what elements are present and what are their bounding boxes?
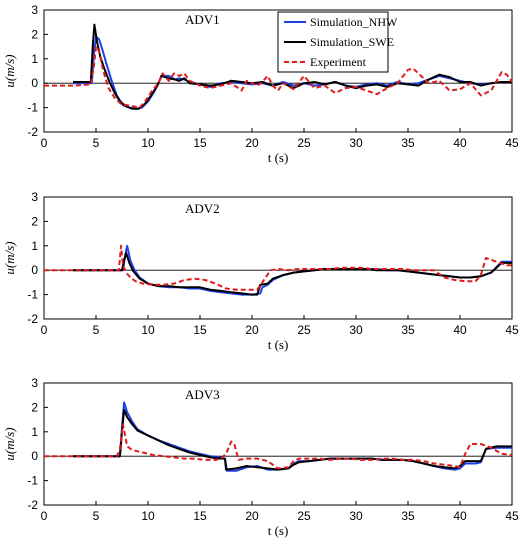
x-tick-label: 35 (401, 323, 415, 337)
x-tick-label: 25 (297, 509, 311, 523)
y-tick-label: 1 (31, 52, 38, 66)
x-tick-label: 15 (193, 323, 207, 337)
plot-area-border (43, 9, 513, 133)
x-tick-label: 45 (505, 323, 519, 337)
y-tick-label: 3 (31, 190, 38, 204)
y-tick-label: 2 (31, 27, 38, 41)
panel-title: ADV2 (185, 201, 220, 216)
x-tick-label: 10 (141, 136, 155, 150)
legend-entry: Simulation_SWE (310, 35, 394, 49)
y-tick-label: -1 (27, 474, 38, 488)
x-tick-label: 25 (297, 323, 311, 337)
x-tick-label: 35 (401, 136, 415, 150)
y-tick-label: 1 (31, 239, 38, 253)
series-line-experiment (44, 45, 513, 109)
x-axis-label: t (s) (268, 337, 289, 352)
x-tick-label: 30 (349, 136, 363, 150)
x-tick-label: 15 (193, 136, 207, 150)
x-tick-label: 5 (93, 136, 100, 150)
x-tick-label: 30 (349, 509, 363, 523)
x-tick-label: 40 (453, 323, 467, 337)
y-tick-label: 1 (31, 425, 38, 439)
y-tick-label: -1 (27, 288, 38, 302)
x-tick-label: 25 (297, 136, 311, 150)
y-tick-label: 0 (31, 263, 38, 277)
series-line-simulation-nhw (73, 401, 512, 472)
x-tick-label: 20 (245, 136, 259, 150)
y-tick-label: 0 (31, 76, 38, 90)
panel-title: ADV1 (185, 12, 220, 27)
x-axis-label: t (s) (268, 150, 289, 165)
x-tick-label: 15 (193, 509, 207, 523)
y-tick-label: -2 (27, 312, 38, 326)
y-axis-label: u(m/s) (2, 427, 17, 460)
x-tick-label: 5 (93, 323, 100, 337)
x-tick-label: 40 (453, 136, 467, 150)
x-tick-label: 0 (41, 509, 48, 523)
x-tick-label: 35 (401, 509, 415, 523)
y-tick-label: -1 (27, 101, 38, 115)
y-tick-label: 2 (31, 400, 38, 414)
legend-entry: Simulation_NHW (310, 15, 398, 29)
series-line-experiment (44, 244, 512, 291)
y-tick-label: -2 (27, 498, 38, 512)
y-tick-label: -2 (27, 125, 38, 139)
x-axis-label: t (s) (268, 523, 289, 538)
x-tick-label: 0 (41, 136, 48, 150)
y-tick-label: 3 (31, 376, 38, 390)
x-tick-label: 30 (349, 323, 363, 337)
y-tick-label: 0 (31, 449, 38, 463)
series-line-experiment (44, 423, 513, 470)
x-tick-label: 45 (505, 136, 519, 150)
x-tick-label: 20 (245, 509, 259, 523)
x-tick-label: 40 (453, 509, 467, 523)
series-line-simulation-swe (73, 23, 512, 110)
legend-entry: Experiment (310, 55, 367, 69)
x-tick-label: 0 (41, 323, 48, 337)
panel-title: ADV3 (185, 387, 220, 402)
x-tick-label: 20 (245, 323, 259, 337)
y-axis-label: u(m/s) (2, 54, 17, 87)
x-tick-label: 10 (141, 323, 155, 337)
y-tick-label: 3 (31, 3, 38, 17)
plot-area-border (43, 382, 513, 506)
x-tick-label: 5 (93, 509, 100, 523)
plot-area-border (43, 196, 513, 320)
x-tick-label: 45 (505, 509, 519, 523)
series-line-simulation-swe (73, 408, 512, 471)
y-tick-label: 2 (31, 214, 38, 228)
x-tick-label: 10 (141, 509, 155, 523)
y-axis-label: u(m/s) (2, 241, 17, 274)
series-line-simulation-swe (73, 252, 512, 296)
